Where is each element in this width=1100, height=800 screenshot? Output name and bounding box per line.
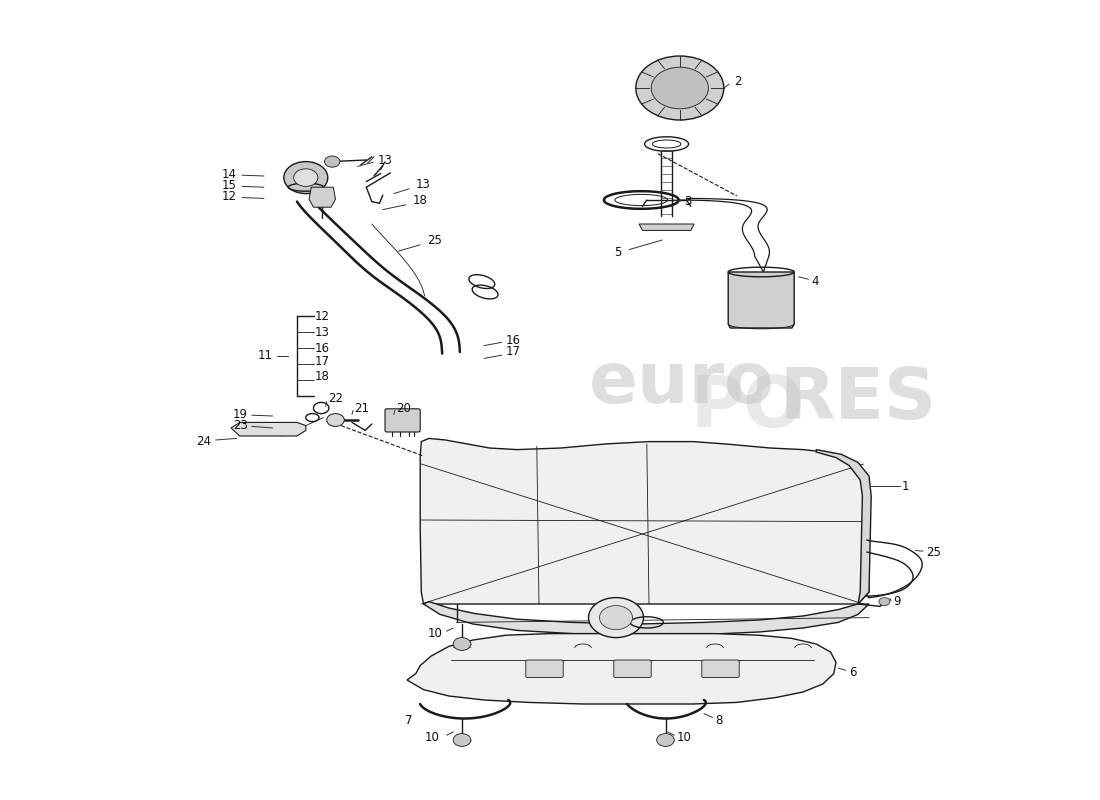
Polygon shape	[407, 634, 836, 704]
Polygon shape	[231, 422, 306, 436]
Polygon shape	[420, 438, 869, 604]
Text: 12: 12	[315, 310, 330, 322]
Text: 13: 13	[416, 178, 431, 190]
Text: 17: 17	[506, 346, 521, 358]
Circle shape	[324, 156, 340, 167]
Text: 18: 18	[412, 194, 428, 206]
Text: 25: 25	[926, 546, 942, 558]
Text: 19: 19	[232, 408, 248, 421]
Text: 2: 2	[734, 75, 741, 88]
Circle shape	[636, 56, 724, 120]
Polygon shape	[728, 272, 794, 328]
FancyBboxPatch shape	[526, 660, 563, 678]
Circle shape	[327, 414, 344, 426]
Text: 22: 22	[328, 392, 343, 405]
Text: RES: RES	[780, 366, 936, 434]
Polygon shape	[639, 224, 694, 230]
Text: 3: 3	[684, 195, 692, 208]
Text: 10: 10	[676, 731, 692, 744]
Polygon shape	[816, 450, 871, 604]
Text: 11: 11	[257, 350, 273, 362]
Circle shape	[600, 606, 632, 630]
Text: a passion for parts since 1985: a passion for parts since 1985	[536, 461, 828, 531]
Text: 23: 23	[232, 419, 248, 432]
Text: 5: 5	[614, 246, 622, 258]
FancyBboxPatch shape	[385, 409, 420, 432]
FancyBboxPatch shape	[702, 660, 739, 678]
Text: PO: PO	[691, 374, 805, 442]
Text: 15: 15	[221, 179, 236, 192]
Polygon shape	[424, 602, 869, 635]
Circle shape	[657, 734, 674, 746]
Circle shape	[651, 67, 708, 109]
Text: 17: 17	[315, 355, 330, 368]
FancyBboxPatch shape	[614, 660, 651, 678]
Text: euro: euro	[590, 350, 774, 418]
Text: 21: 21	[354, 402, 370, 414]
Text: 4: 4	[812, 275, 820, 288]
Text: 25: 25	[427, 234, 442, 246]
Circle shape	[294, 169, 318, 186]
Text: 6: 6	[849, 666, 857, 678]
Text: 12: 12	[221, 190, 236, 203]
Text: 13: 13	[377, 154, 393, 166]
Text: 16: 16	[506, 334, 521, 346]
Text: 18: 18	[315, 370, 330, 382]
Circle shape	[284, 162, 328, 194]
Polygon shape	[309, 187, 336, 207]
Text: 8: 8	[715, 714, 723, 726]
Text: 16: 16	[315, 342, 330, 354]
Text: 1: 1	[902, 480, 910, 493]
Text: 10: 10	[427, 627, 442, 640]
Circle shape	[879, 598, 890, 606]
Text: 9: 9	[893, 595, 901, 608]
Text: 14: 14	[221, 168, 236, 181]
Text: 13: 13	[315, 326, 330, 338]
Text: 7: 7	[405, 714, 412, 726]
Circle shape	[453, 734, 471, 746]
Text: 24: 24	[196, 435, 211, 448]
Text: 10: 10	[425, 731, 440, 744]
Circle shape	[588, 598, 643, 638]
Circle shape	[453, 638, 471, 650]
Text: 20: 20	[396, 402, 411, 414]
